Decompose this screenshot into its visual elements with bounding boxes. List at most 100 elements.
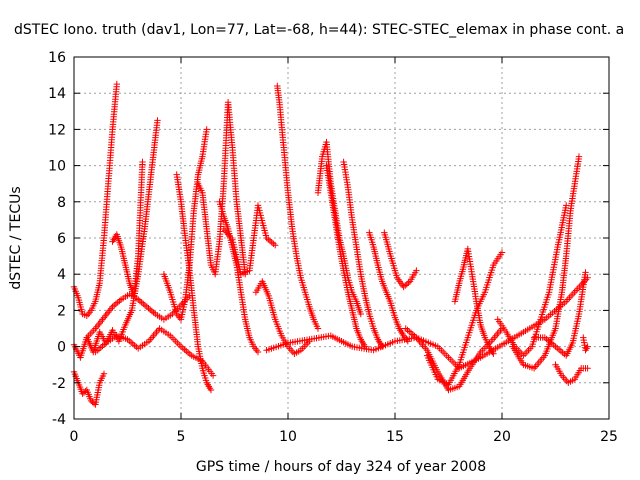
point-marks	[177, 198, 189, 239]
point-marks	[477, 321, 488, 339]
point-marks	[353, 298, 364, 318]
point-marks	[224, 99, 236, 149]
point-marks	[456, 367, 472, 390]
point-marks	[259, 278, 271, 298]
point-marks	[182, 234, 193, 272]
point-marks	[567, 183, 578, 215]
y-tick-label: 6	[57, 231, 66, 247]
series-7	[173, 171, 215, 394]
y-tick-label: 12	[48, 122, 66, 138]
point-marks	[374, 261, 385, 283]
series-17	[381, 229, 420, 291]
point-marks	[445, 363, 462, 388]
point-marks	[353, 325, 364, 341]
point-marks	[152, 310, 165, 322]
point-marks	[109, 80, 120, 133]
point-marks	[263, 234, 279, 249]
point-marks	[109, 297, 123, 310]
point-marks	[434, 343, 461, 370]
point-marks	[100, 305, 115, 321]
point-marks	[237, 289, 248, 321]
point-marks	[530, 354, 547, 372]
point-marks	[113, 332, 129, 342]
point-marks	[503, 328, 517, 348]
point-marks	[565, 377, 576, 386]
point-marks	[353, 243, 364, 275]
point-marks	[563, 210, 574, 260]
point-marks	[306, 303, 317, 321]
point-marks	[122, 309, 135, 329]
point-marks	[327, 332, 354, 349]
point-marks	[406, 267, 420, 285]
point-marks	[387, 252, 400, 279]
point-marks	[83, 309, 93, 319]
point-marks	[541, 334, 557, 349]
point-marks	[135, 158, 146, 260]
point-marks	[357, 336, 369, 350]
point-marks	[456, 266, 467, 287]
point-marks	[327, 189, 338, 221]
series-24	[552, 361, 591, 386]
point-marks	[284, 343, 296, 356]
point-marks	[92, 316, 106, 332]
point-marks	[190, 173, 201, 215]
point-marks	[537, 291, 552, 323]
point-marks	[173, 310, 183, 321]
point-marks	[167, 332, 183, 348]
point-marks	[145, 327, 162, 345]
point-marks	[366, 229, 377, 248]
point-marks	[96, 370, 108, 386]
point-marks	[464, 245, 475, 275]
point-marks	[575, 269, 589, 318]
point-marks	[423, 352, 440, 380]
point-marks	[246, 334, 256, 348]
point-marks	[552, 291, 565, 332]
x-axis-label: GPS time / hours of day 324 of year 2008	[196, 459, 486, 475]
point-marks	[558, 372, 570, 385]
data-points	[70, 80, 591, 408]
point-marks	[70, 368, 81, 384]
point-marks	[199, 189, 210, 230]
series-6	[160, 126, 210, 323]
y-axis-ticks: -4 -2 0 2 4 6 8 10 12 14 16	[48, 50, 609, 428]
point-marks	[242, 316, 253, 339]
point-marks	[124, 336, 140, 351]
point-marks	[274, 82, 283, 104]
point-marks	[83, 327, 97, 341]
point-marks	[445, 383, 461, 394]
point-marks	[250, 343, 262, 356]
point-marks	[177, 298, 188, 323]
point-marks	[558, 255, 570, 296]
series-0	[70, 80, 120, 319]
point-marks	[545, 246, 561, 296]
point-marks	[520, 317, 546, 336]
series-23	[509, 153, 583, 372]
point-marks	[79, 310, 88, 319]
y-tick-label: 16	[48, 50, 66, 66]
point-marks	[381, 229, 394, 257]
point-marks	[105, 128, 116, 187]
y-tick-label: 14	[48, 86, 66, 102]
point-marks	[554, 202, 570, 251]
x-tick-label: 5	[177, 429, 186, 445]
series-21	[451, 245, 497, 357]
point-marks	[263, 340, 289, 354]
point-marks	[143, 303, 157, 316]
y-tick-label: -2	[52, 376, 66, 392]
series-8	[194, 99, 249, 278]
point-marks	[291, 348, 302, 357]
point-marks	[280, 144, 291, 194]
point-marks	[220, 225, 235, 242]
series-19	[402, 325, 506, 394]
point-marks	[323, 162, 334, 194]
point-marks	[297, 274, 308, 294]
point-marks	[135, 296, 149, 309]
point-marks	[284, 189, 296, 230]
y-tick-label: 8	[57, 195, 66, 211]
y-tick-label: 0	[57, 340, 66, 356]
point-marks	[383, 289, 394, 305]
point-marks	[494, 316, 509, 334]
point-marks	[331, 207, 343, 239]
point-marks	[203, 379, 215, 394]
